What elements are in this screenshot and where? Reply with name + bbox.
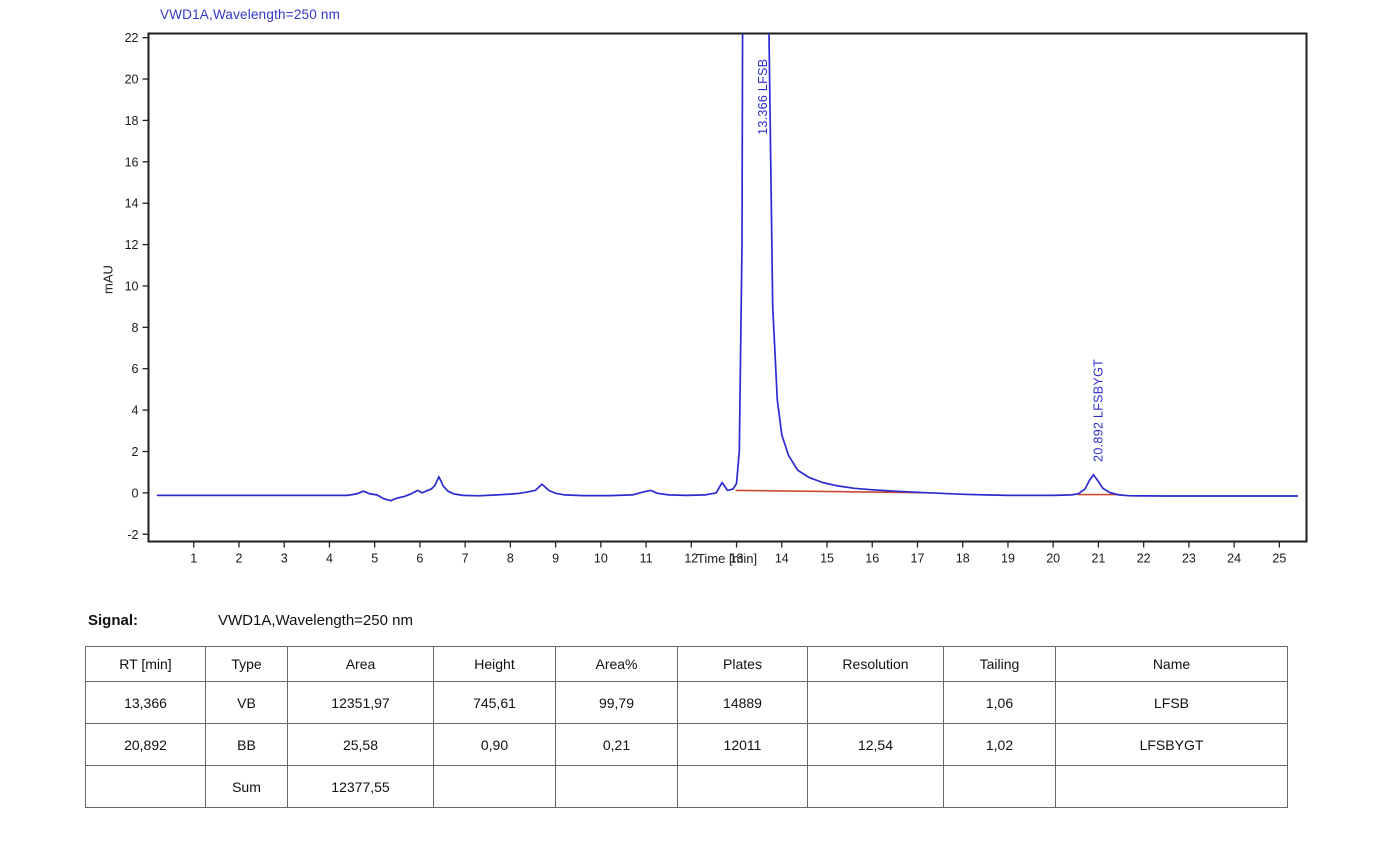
column-header: RT [min]	[85, 646, 206, 682]
x-tick-label: 23	[1182, 552, 1196, 566]
column-header: Height	[433, 646, 556, 682]
y-tick-label: 20	[125, 73, 139, 87]
peak-table-cell	[85, 765, 206, 808]
column-header: Plates	[677, 646, 808, 682]
x-tick-label: 21	[1091, 552, 1105, 566]
integration-baseline	[735, 489, 932, 494]
peak-table-cell	[677, 765, 808, 808]
y-tick-label: 16	[125, 155, 139, 169]
y-tick-label: 6	[132, 362, 139, 376]
x-tick-label: 25	[1272, 552, 1286, 566]
column-header: Area	[287, 646, 434, 682]
signal-row: Signal: VWD1A,Wavelength=250 nm	[88, 612, 413, 629]
y-tick-label: 10	[125, 279, 139, 293]
y-tick-label: 2	[132, 445, 139, 459]
peak-table-row: 13,366 VB 12351,97 745,61 99,79 14889 1,06 LFSB	[85, 681, 1288, 724]
peak-table-cell: 12377,55	[287, 765, 434, 808]
x-tick-label: 22	[1137, 552, 1151, 566]
peak-results-table: RT [min] Type Area Height Area% Plates Resolut…	[85, 646, 1288, 808]
x-tick-label: 5	[371, 552, 378, 566]
peak-table-cell: 0,90	[433, 723, 556, 766]
peak-table-cell: 1,02	[943, 723, 1056, 766]
chromatogram-plot: 1 2 3 4 5 6 7 8 9 10 11 12 13 14 15 16 17 18 19 20 21 22 23 24 2…	[125, 31, 1308, 566]
y-tick-label: 8	[132, 321, 139, 335]
peak-table-cell: LFSB	[1055, 681, 1288, 724]
peak-table-cell	[1055, 765, 1288, 808]
signal-label: Signal:	[88, 612, 139, 629]
x-tick-label: 12	[684, 552, 698, 566]
peak-table-cell: 12011	[677, 723, 808, 766]
column-header: Type	[205, 646, 288, 682]
y-tick-label: 14	[125, 197, 139, 211]
column-header: Resolution	[807, 646, 944, 682]
peak-table-cell: LFSBYGT	[1055, 723, 1288, 766]
peak-label: 13.366 LFSB	[756, 59, 770, 135]
column-header: Tailing	[943, 646, 1056, 682]
x-tick-label: 14	[775, 552, 789, 566]
peak-table-row: Sum 12377,55	[85, 765, 1288, 808]
x-tick-label: 1	[190, 552, 197, 566]
x-tick-label: 19	[1001, 552, 1015, 566]
peak-table-cell: 99,79	[555, 681, 678, 724]
x-tick-label: 16	[865, 552, 879, 566]
peak-table-cell	[807, 681, 944, 724]
peak-table-cell	[433, 765, 556, 808]
x-tick-label: 7	[462, 552, 469, 566]
peak-table-cell: 14889	[677, 681, 808, 724]
plot-border	[147, 32, 1308, 543]
y-tick-label: 22	[125, 31, 139, 45]
peak-table-cell	[807, 765, 944, 808]
signal-value: VWD1A,Wavelength=250 nm	[218, 612, 413, 629]
peak-table-cell: 12,54	[807, 723, 944, 766]
x-tick-label: 8	[507, 552, 514, 566]
x-tick-label: 24	[1227, 552, 1241, 566]
peak-table-cell: 745,61	[433, 681, 556, 724]
x-tick-label: 13	[730, 552, 744, 566]
peak-table-cell: 13,366	[85, 681, 206, 724]
column-header: Name	[1055, 646, 1288, 682]
x-tick-label: 2	[235, 552, 242, 566]
peak-table-cell: Sum	[205, 765, 288, 808]
peak-table-cell: 1,06	[943, 681, 1056, 724]
x-tick-label: 6	[416, 552, 423, 566]
x-tick-label: 20	[1046, 552, 1060, 566]
column-header: Area%	[555, 646, 678, 682]
x-tick-label: 17	[911, 552, 925, 566]
x-tick-label: 11	[640, 552, 653, 566]
peak-table-cell: 20,892	[85, 723, 206, 766]
peak-table-cell: 12351,97	[287, 681, 434, 724]
x-tick-label: 9	[552, 552, 559, 566]
peak-table-cell: BB	[205, 723, 288, 766]
x-tick-label: 15	[820, 552, 834, 566]
peak-table-cell: 25,58	[287, 723, 434, 766]
x-tick-label: 3	[281, 552, 288, 566]
peak-table-cell	[943, 765, 1056, 808]
peak-table-cell: VB	[205, 681, 288, 724]
y-tick-label: 18	[125, 114, 139, 128]
chart-title: VWD1A,Wavelength=250 nm	[160, 7, 341, 22]
x-tick-label: 4	[326, 552, 333, 566]
y-tick-label: -2	[127, 528, 138, 542]
table-header-row: RT [min] Type Area Height Area% Plates Resolut…	[85, 646, 1288, 682]
peak-label: 20.892 LFSBYGT	[1092, 359, 1106, 462]
peak-table-cell: 0,21	[555, 723, 678, 766]
x-tick-label: 10	[594, 552, 608, 566]
y-tick-label: 4	[132, 404, 139, 418]
y-tick-label: 0	[132, 486, 139, 500]
peak-table-row: 20,892 BB 25,58 0,90 0,21 12011 12,54 1,02 LFSBY…	[85, 723, 1288, 766]
peak-table-cell	[555, 765, 678, 808]
x-axis-label: Time [min]	[696, 551, 758, 566]
signal-trace	[156, 33, 1299, 502]
x-tick-label: 18	[956, 552, 970, 566]
y-tick-label: 12	[125, 238, 139, 252]
